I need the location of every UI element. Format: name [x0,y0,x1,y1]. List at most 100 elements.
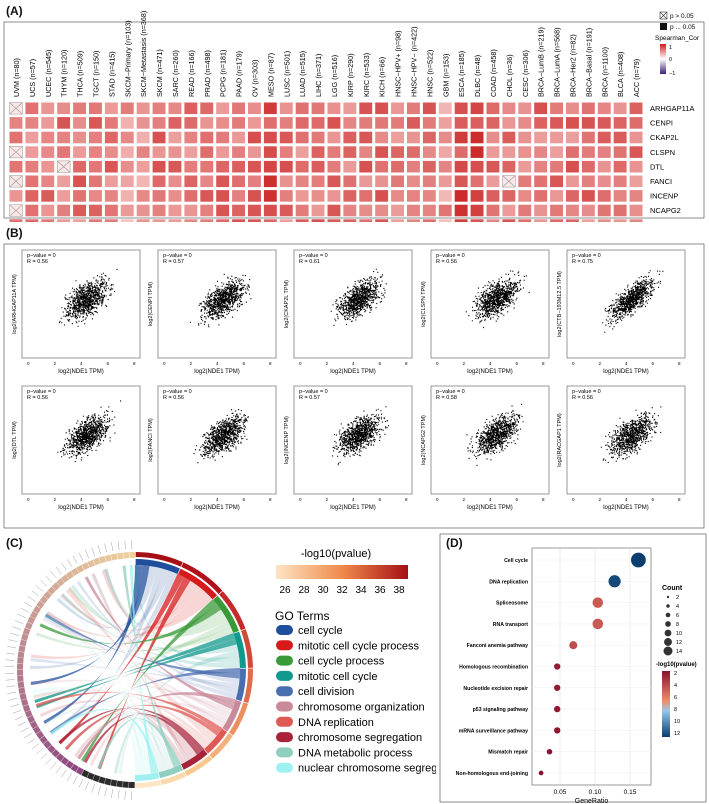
dot [554,705,561,713]
heatmap-cell [104,190,118,202]
gene-tick [17,613,26,619]
plot-frame [293,249,413,359]
heatmap-cell [407,219,420,222]
heatmap-cell [597,131,611,144]
heatmap-cell [89,160,102,173]
heatmap-cell [232,190,245,202]
heatmap-cell [407,160,420,173]
chord-ribbon [30,580,197,659]
column-label: LUAD (n=515) [298,51,307,97]
gene-tick [117,789,120,799]
heatmap-cell [216,117,230,129]
x-axis-label: log2(NDE1 TPM) [603,505,649,511]
column-label: SKCM (n=471) [155,49,164,97]
x-tick: 6 [379,361,382,366]
heatmap-cell [581,102,595,115]
go-term-swatch [276,732,293,743]
column-label: OV (n=303) [250,60,259,97]
x-tick: 6 [516,361,519,366]
x-tick: 2 [54,497,57,502]
gene-tick [91,547,95,557]
heatmap-cell [454,146,468,158]
go-term-label: DNA metabolic process [298,747,413,759]
heatmap-cell [89,219,102,222]
p-value-label: p−value = 0 [163,389,192,395]
gene-arc [18,645,26,653]
heatmap-cell [391,146,404,158]
chord-ribbon [30,657,240,690]
heatmap-cell [534,131,548,144]
heatmap-cell [613,146,627,158]
heatmap-cell [597,146,611,158]
heatmap-cell [359,146,373,158]
gene-arc [17,670,24,676]
gene-arc [70,763,79,773]
heatmap-cell [216,190,230,202]
heatmap-cell [518,146,532,158]
heatmap-cell [470,219,484,222]
heatmap-cell [25,146,39,158]
heatmap-cell [422,175,436,188]
heatmap-cell [518,160,532,173]
gene-tick [20,607,29,613]
heatmap-cell [57,175,71,188]
heatmap-cell [136,160,150,173]
column-label: MESO (n=87) [266,53,275,97]
x-tick: 2 [190,361,193,366]
gene-arc [24,710,33,718]
pathway-label: RNA transport [493,622,529,628]
x-axis-label: log2(NDE1 TPM) [194,505,240,511]
r-value-label: R = 0.56 [572,395,593,401]
x-tick: 6 [107,361,110,366]
scale-tick: 36 [374,585,386,596]
heatmap-cell [470,146,484,158]
gene-arc [81,562,90,571]
heatmap-cell [41,219,55,222]
heatmap-cell [550,117,563,129]
heatmap-cell [407,190,420,202]
panel-a: (A) UVM (n=80) UCS (n=57) UCEC (n=545) THYM… [0,0,709,222]
gene-arc [76,766,84,775]
heatmap-cell [57,131,71,144]
color-legend-tick: 4 [674,683,677,689]
gene-tick [104,787,107,797]
heatmap-cell [136,131,150,144]
r-value-label: R = 0.57 [299,395,320,401]
dot [546,748,553,755]
gene-tick [31,743,40,750]
heatmap-cell [438,131,452,144]
heatmap-cell [613,190,627,202]
color-legend-title: -log10(pvalue) [656,662,697,668]
heatmap-cell [104,204,118,217]
legend-p-le-swatch [660,23,667,30]
scatter-plot: p−value = 0R = 0.56 0 2 4 6 8 log2(NDE1 TPM) lo… [148,385,277,511]
heatmap-cell [136,175,150,188]
heatmap-cell [566,146,579,158]
heatmap-cell [629,190,643,202]
heatmap-cell [232,102,245,115]
heatmap-cell [581,160,595,173]
column-label: KICH (n=66) [378,57,387,97]
r-value-label: R = 0.56 [27,395,48,401]
gene-tick [5,659,15,661]
heatmap-cell [104,219,118,222]
column-label: SARC (n=260) [171,50,180,97]
gene-arc [98,556,107,564]
chord-ribbon [104,568,240,684]
heatmap-cell [550,160,563,173]
panel-c-label: (C) [6,536,23,550]
heatmap-cell [152,190,166,202]
heatmap-cell [454,102,468,115]
heatmap-cell [407,175,420,188]
x-tick: 0 [163,361,166,366]
gene-tick [66,773,72,781]
heatmap-cell [216,175,230,188]
heatmap-cell [359,160,373,173]
scatter-plot: p−value = 0R = 0.56 0 2 4 6 8 log2(NDE1 TPM) lo… [12,249,141,375]
heatmap-cell [613,131,627,144]
gene-tick [124,540,126,550]
x-axis-label: log2(NDE1 TPM) [58,369,104,375]
heatmap-cell [550,204,563,217]
r-value-label: R = 0.56 [27,259,48,265]
x-axis-label: GeneRatio [575,798,609,804]
